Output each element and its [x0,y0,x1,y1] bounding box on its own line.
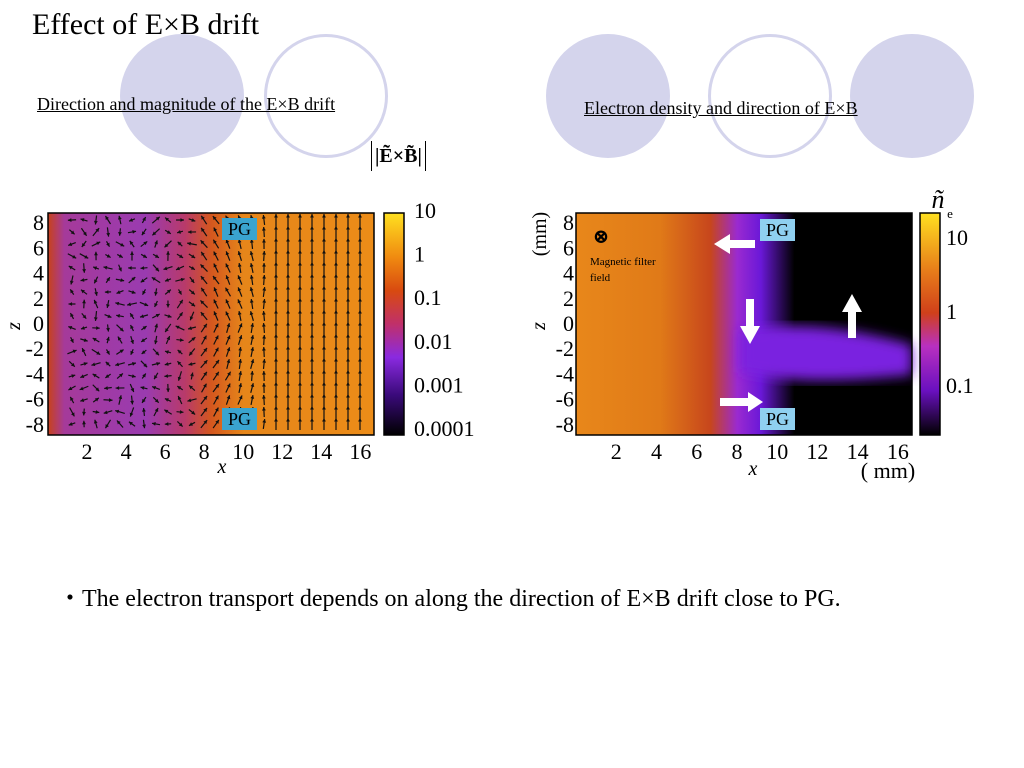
right-x-tick: 6 [691,439,702,464]
left-z-tick: -4 [26,361,44,386]
left-heatmap [47,212,375,436]
right-z-tick: -4 [556,361,574,386]
right-x-unit: ( mm) [861,458,915,483]
right-colorbar-tick: 1 [946,299,957,324]
left-pg-bottom-label: PG [222,408,258,430]
left-z-tick: 4 [33,261,44,286]
flow-arrow-up [842,294,862,338]
left-colorbar-tick: 0.01 [414,329,453,354]
flow-arrow-left [714,234,755,254]
left-x-tick: 14 [310,439,332,464]
right-z-tick: 4 [563,261,574,286]
right-z-axis-label: z [528,322,550,331]
right-x-tick: 10 [766,439,788,464]
left-x-tick: 2 [82,439,93,464]
right-pg-bottom-label: PG [760,408,796,430]
right-colorbar-subscript: e [947,206,953,221]
right-x-axis-label: x [748,458,758,480]
right-colorbar-title: ñ [932,185,945,214]
right-pg-top-label: PG [760,219,796,241]
right-z-unit: (mm) [529,212,551,256]
right-z-tick: -8 [556,412,574,437]
right-z-tick: 0 [563,311,574,336]
left-colorbar [383,212,405,436]
left-z-tick: 0 [33,311,44,336]
left-plot-subtitle: Direction and magnitude of the E×B drift [37,94,336,114]
bullet-statement: ・The electron transport depends on along… [58,586,841,612]
left-z-tick: -6 [26,387,44,412]
right-x-tick: 12 [806,439,828,464]
decor-circle-4 [708,34,832,158]
right-x-tick: 8 [731,439,742,464]
right-colorbar [919,212,941,436]
left-x-tick: 6 [160,439,171,464]
right-colorbar-tick: 0.1 [946,373,974,398]
left-z-tick: 8 [33,210,44,235]
left-pg-top-label: PG [222,218,258,240]
left-colorbar-tick: 0.0001 [414,416,475,441]
flow-arrow-right [720,392,763,412]
right-z-tick: 2 [563,286,574,311]
right-z-tick: -6 [556,387,574,412]
decor-circle-1 [120,34,244,158]
left-z-tick: -2 [26,336,44,361]
left-arrow-field [67,214,362,430]
right-x-tick: 2 [611,439,622,464]
decor-circle-3 [546,34,670,158]
magnetic-filter-label-line1: Magnetic filter [590,256,656,268]
magnetic-field-symbol: ⊗ [593,226,610,248]
left-colorbar-tick: 1 [414,242,425,267]
left-colorbar-tick: 0.1 [414,285,442,310]
left-colorbar-tick: 10 [414,198,436,223]
left-z-tick: -8 [26,412,44,437]
left-x-tick: 8 [199,439,210,464]
decor-circle-2 [264,34,388,158]
left-colorbar-title: |Ẽ×B̃| [371,141,426,171]
slide-title: Effect of E×B drift [32,8,260,41]
magnetic-filter-label-line2: field [590,272,611,284]
left-x-tick: 4 [121,439,132,464]
flow-arrow-down [740,299,760,344]
right-z-tick: 8 [563,210,574,235]
left-x-tick: 10 [232,439,254,464]
left-x-tick: 12 [271,439,293,464]
right-x-tick: 16 [887,439,909,464]
right-colorbar-tick: 10 [946,225,968,250]
right-z-tick: -2 [556,336,574,361]
decor-circle-5 [850,34,974,158]
left-z-tick: 6 [33,235,44,260]
left-x-tick: 16 [349,439,371,464]
right-x-tick: 4 [651,439,662,464]
right-plot-subtitle: Electron density and direction of E×B [584,98,858,118]
left-colorbar-tick: 0.001 [414,372,464,397]
right-x-tick: 14 [847,439,869,464]
left-x-axis-label: x [217,456,227,478]
left-z-tick: 2 [33,286,44,311]
left-z-axis-label: z [3,322,25,331]
right-heatmap-plume [740,325,912,381]
right-z-tick: 6 [563,235,574,260]
